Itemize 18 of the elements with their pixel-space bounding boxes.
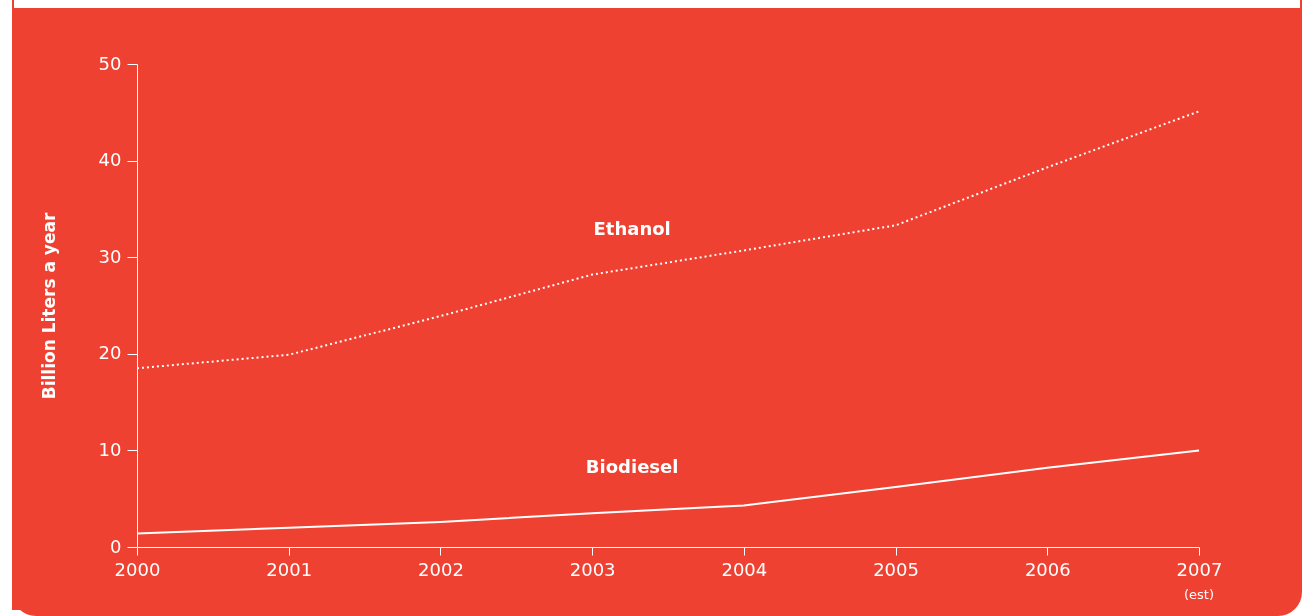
series-label: Ethanol	[593, 217, 671, 239]
y-tick-label: 0	[110, 535, 122, 557]
series-label: Biodiesel	[585, 456, 679, 478]
y-tick-label: 40	[98, 149, 122, 171]
x-tick-label: 2005	[873, 558, 919, 580]
y-tick-label: 10	[98, 438, 122, 460]
x-tick-label: 2000	[114, 558, 161, 580]
y-axis-title: Billion Liters a year	[38, 212, 59, 400]
x-tick-label: 2001	[266, 558, 313, 580]
x-tick-label: 2004	[721, 558, 768, 580]
y-tick-label: 30	[98, 245, 122, 267]
x-tick-label: 2007	[1176, 558, 1223, 580]
x-tick-label: 2003	[569, 558, 616, 580]
y-tick-label: 50	[98, 52, 122, 74]
x-tick-label: 2002	[418, 558, 464, 580]
text: (est)	[1183, 587, 1215, 602]
y-tick-label: 20	[98, 342, 122, 364]
x-tick-label: 2006	[1024, 558, 1071, 580]
